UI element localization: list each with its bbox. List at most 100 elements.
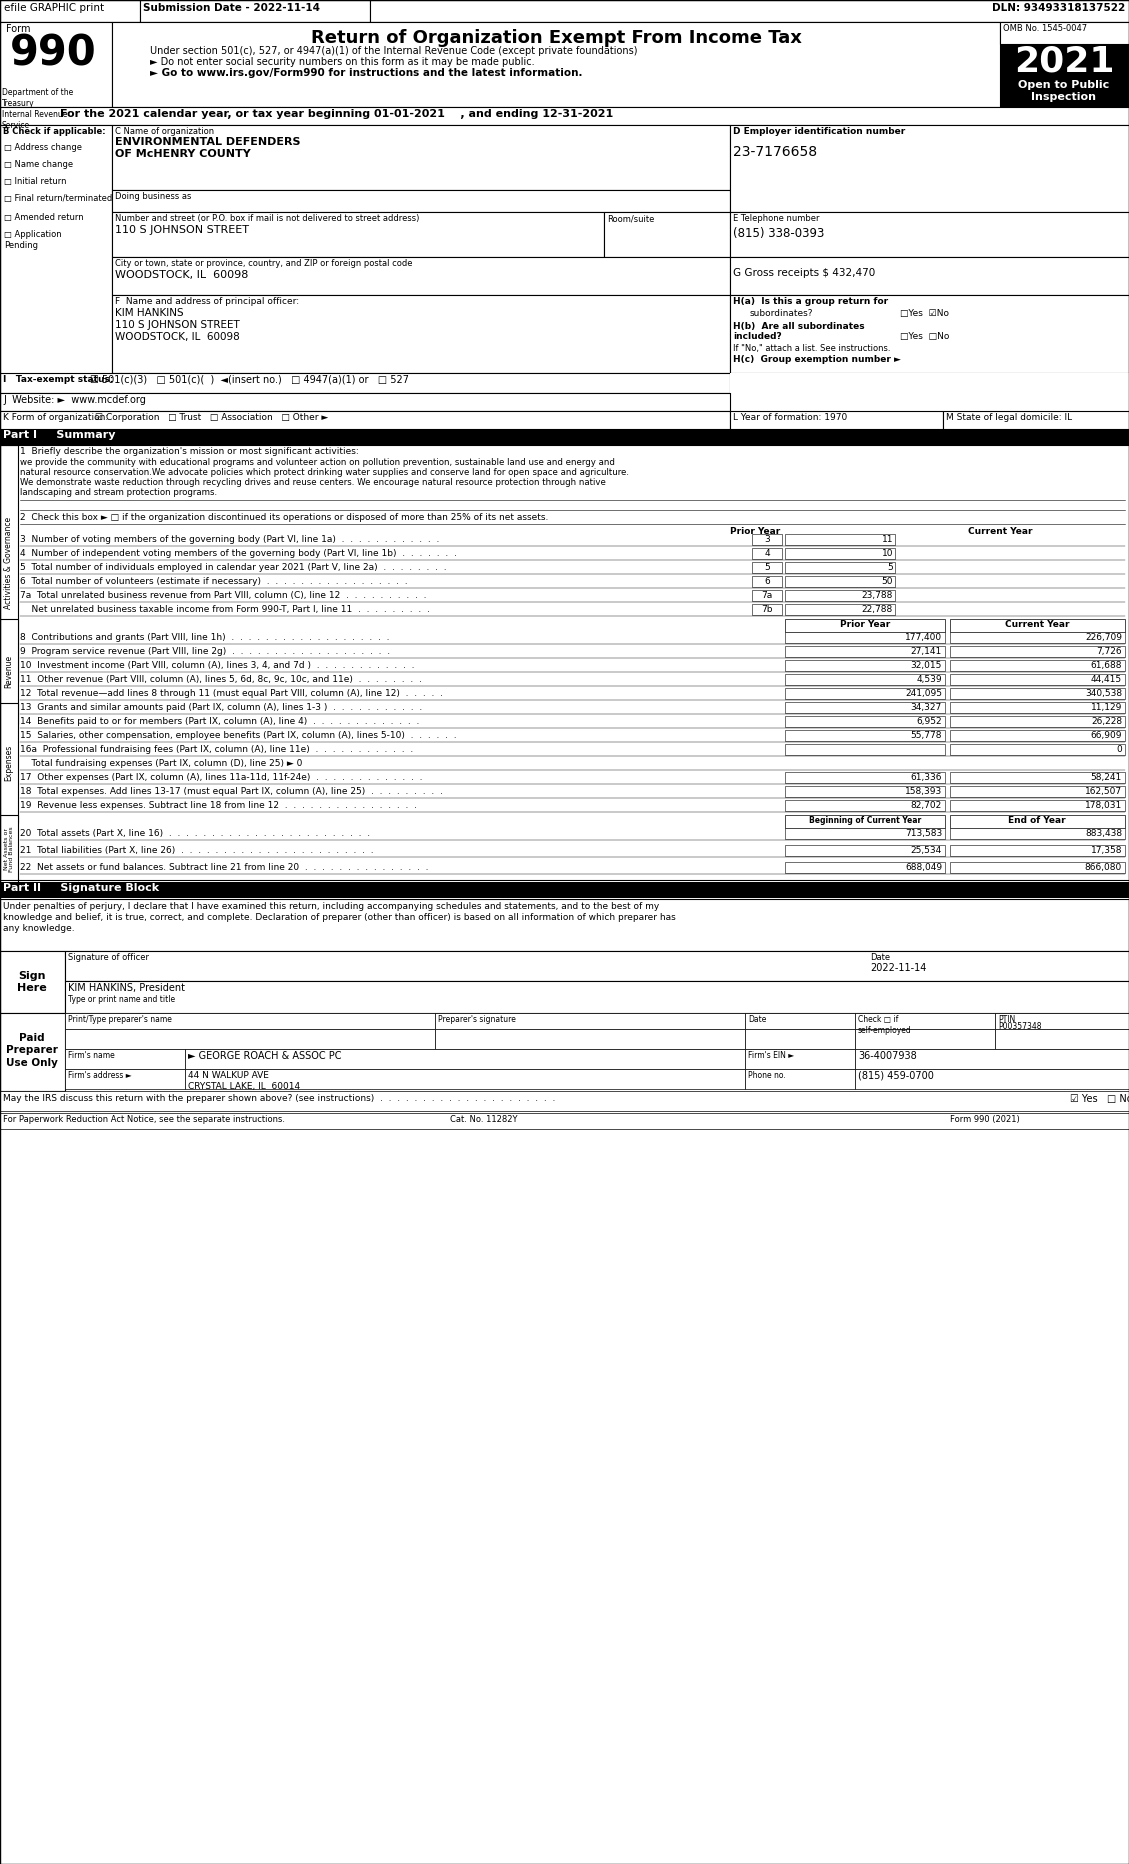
Bar: [949, 800, 1124, 811]
Text: P00357348: P00357348: [998, 1021, 1041, 1031]
Text: subordinates?: subordinates?: [750, 309, 814, 319]
Text: □ Amended return: □ Amended return: [5, 212, 84, 222]
Text: We demonstrate waste reduction through recycling drives and reuse centers. We en: We demonstrate waste reduction through r…: [20, 477, 606, 487]
Text: □Yes  ☑No: □Yes ☑No: [900, 309, 949, 319]
Bar: [785, 787, 945, 798]
Text: ☑ Corporation   □ Trust   □ Association   □ Other ►: ☑ Corporation □ Trust □ Association □ Ot…: [95, 414, 329, 421]
Bar: [752, 533, 782, 544]
Bar: [65, 1012, 435, 1029]
Bar: [745, 1029, 855, 1049]
Text: 32,015: 32,015: [911, 662, 942, 669]
Bar: [0, 0, 140, 22]
Text: 110 S JOHNSON STREET: 110 S JOHNSON STREET: [115, 226, 250, 235]
Text: B Check if applicable:: B Check if applicable:: [3, 127, 106, 136]
Text: 241,095: 241,095: [905, 690, 942, 697]
Bar: [745, 1068, 855, 1089]
Bar: [112, 295, 730, 373]
Bar: [65, 1049, 185, 1068]
Text: C Name of organization: C Name of organization: [115, 127, 215, 136]
Text: Date: Date: [870, 953, 890, 962]
Text: 5  Total number of individuals employed in calendar year 2021 (Part V, line 2a) : 5 Total number of individuals employed i…: [20, 563, 447, 572]
Bar: [949, 619, 1124, 632]
Text: Firm's name: Firm's name: [68, 1051, 115, 1061]
Text: J  Website: ►  www.mcdef.org: J Website: ► www.mcdef.org: [3, 395, 146, 404]
Bar: [785, 703, 945, 714]
Text: ENVIRONMENTAL DEFENDERS: ENVIRONMENTAL DEFENDERS: [115, 136, 300, 147]
Text: For Paperwork Reduction Act Notice, see the separate instructions.: For Paperwork Reduction Act Notice, see …: [3, 1115, 285, 1124]
Bar: [435, 1029, 745, 1049]
Bar: [785, 731, 945, 742]
Text: 8  Contributions and grants (Part VIII, line 1h)  .  .  .  .  .  .  .  .  .  .  : 8 Contributions and grants (Part VIII, l…: [20, 634, 390, 641]
Bar: [785, 604, 895, 615]
Text: 22  Net assets or fund balances. Subtract line 21 from line 20  .  .  .  .  .  .: 22 Net assets or fund balances. Subtract…: [20, 863, 429, 872]
Text: 61,688: 61,688: [1091, 662, 1122, 669]
Text: 17  Other expenses (Part IX, column (A), lines 11a-11d, 11f-24e)  .  .  .  .  . : 17 Other expenses (Part IX, column (A), …: [20, 774, 422, 783]
Text: Part I     Summary: Part I Summary: [3, 431, 115, 440]
Bar: [0, 815, 18, 884]
Bar: [1000, 45, 1129, 78]
Bar: [0, 410, 730, 429]
Text: landscaping and stream protection programs.: landscaping and stream protection progra…: [20, 488, 217, 498]
Bar: [65, 980, 1129, 1012]
Text: Print/Type preparer's name: Print/Type preparer's name: [68, 1016, 172, 1023]
Text: Firm's address ►: Firm's address ►: [68, 1072, 132, 1079]
Bar: [0, 951, 65, 1012]
Bar: [730, 410, 943, 429]
Text: 27,141: 27,141: [911, 647, 942, 656]
Bar: [0, 22, 112, 106]
Text: 1  Briefly describe the organization's mission or most significant activities:: 1 Briefly describe the organization's mi…: [20, 447, 359, 457]
Text: 61,336: 61,336: [910, 774, 942, 783]
Bar: [730, 295, 1129, 373]
Bar: [785, 576, 895, 587]
Bar: [0, 22, 1129, 106]
Bar: [65, 1029, 435, 1049]
Bar: [785, 815, 945, 828]
Text: 713,583: 713,583: [904, 829, 942, 839]
Bar: [785, 548, 895, 559]
Text: Type or print name and title: Type or print name and title: [68, 995, 175, 1005]
Text: 15  Salaries, other compensation, employee benefits (Part IX, column (A), lines : 15 Salaries, other compensation, employe…: [20, 731, 456, 740]
Bar: [604, 212, 730, 257]
Text: 4  Number of independent voting members of the governing body (Part VI, line 1b): 4 Number of independent voting members o…: [20, 550, 457, 557]
Text: 7,726: 7,726: [1096, 647, 1122, 656]
Bar: [0, 882, 1129, 898]
Text: 7b: 7b: [761, 606, 772, 613]
Bar: [140, 0, 370, 22]
Text: 23-7176658: 23-7176658: [733, 145, 817, 158]
Text: 26,228: 26,228: [1091, 718, 1122, 725]
Bar: [855, 1049, 1129, 1068]
Text: Return of Organization Exempt From Income Tax: Return of Organization Exempt From Incom…: [310, 30, 802, 47]
Text: 10  Investment income (Part VIII, column (A), lines 3, 4, and 7d )  .  .  .  .  : 10 Investment income (Part VIII, column …: [20, 662, 414, 669]
Bar: [0, 898, 1129, 951]
Text: ☑ Yes   □ No: ☑ Yes □ No: [1070, 1094, 1129, 1103]
Bar: [949, 744, 1124, 755]
Text: 5: 5: [887, 563, 893, 572]
Bar: [785, 675, 945, 684]
Bar: [0, 619, 18, 723]
Text: 0: 0: [1117, 746, 1122, 755]
Bar: [785, 844, 945, 856]
Bar: [0, 393, 730, 410]
Bar: [0, 373, 730, 393]
Bar: [0, 1012, 65, 1090]
Text: Beginning of Current Year: Beginning of Current Year: [808, 816, 921, 826]
Bar: [943, 410, 1129, 429]
Text: 2  Check this box ► □ if the organization discontinued its operations or dispose: 2 Check this box ► □ if the organization…: [20, 513, 549, 522]
Text: Room/suite: Room/suite: [607, 214, 655, 224]
Text: End of Year: End of Year: [1008, 816, 1066, 826]
Bar: [0, 445, 1129, 880]
Text: 14  Benefits paid to or for members (Part IX, column (A), line 4)  .  .  .  .  .: 14 Benefits paid to or for members (Part…: [20, 718, 419, 725]
Text: City or town, state or province, country, and ZIP or foreign postal code: City or town, state or province, country…: [115, 259, 412, 268]
Text: (815) 338-0393: (815) 338-0393: [733, 227, 824, 240]
Bar: [949, 703, 1124, 714]
Text: H(b)  Are all subordinates: H(b) Are all subordinates: [733, 322, 865, 332]
Text: 7a  Total unrelated business revenue from Part VIII, column (C), line 12  .  .  : 7a Total unrelated business revenue from…: [20, 591, 427, 600]
Text: L Year of formation: 1970: L Year of formation: 1970: [733, 414, 847, 421]
Text: WOODSTOCK, IL  60098: WOODSTOCK, IL 60098: [115, 270, 248, 280]
Text: 34,327: 34,327: [911, 703, 942, 712]
Bar: [1000, 22, 1129, 45]
Text: 883,438: 883,438: [1085, 829, 1122, 839]
Text: (815) 459-0700: (815) 459-0700: [858, 1072, 934, 1081]
Bar: [112, 190, 730, 212]
Text: ► GEORGE ROACH & ASSOC PC: ► GEORGE ROACH & ASSOC PC: [189, 1051, 341, 1061]
